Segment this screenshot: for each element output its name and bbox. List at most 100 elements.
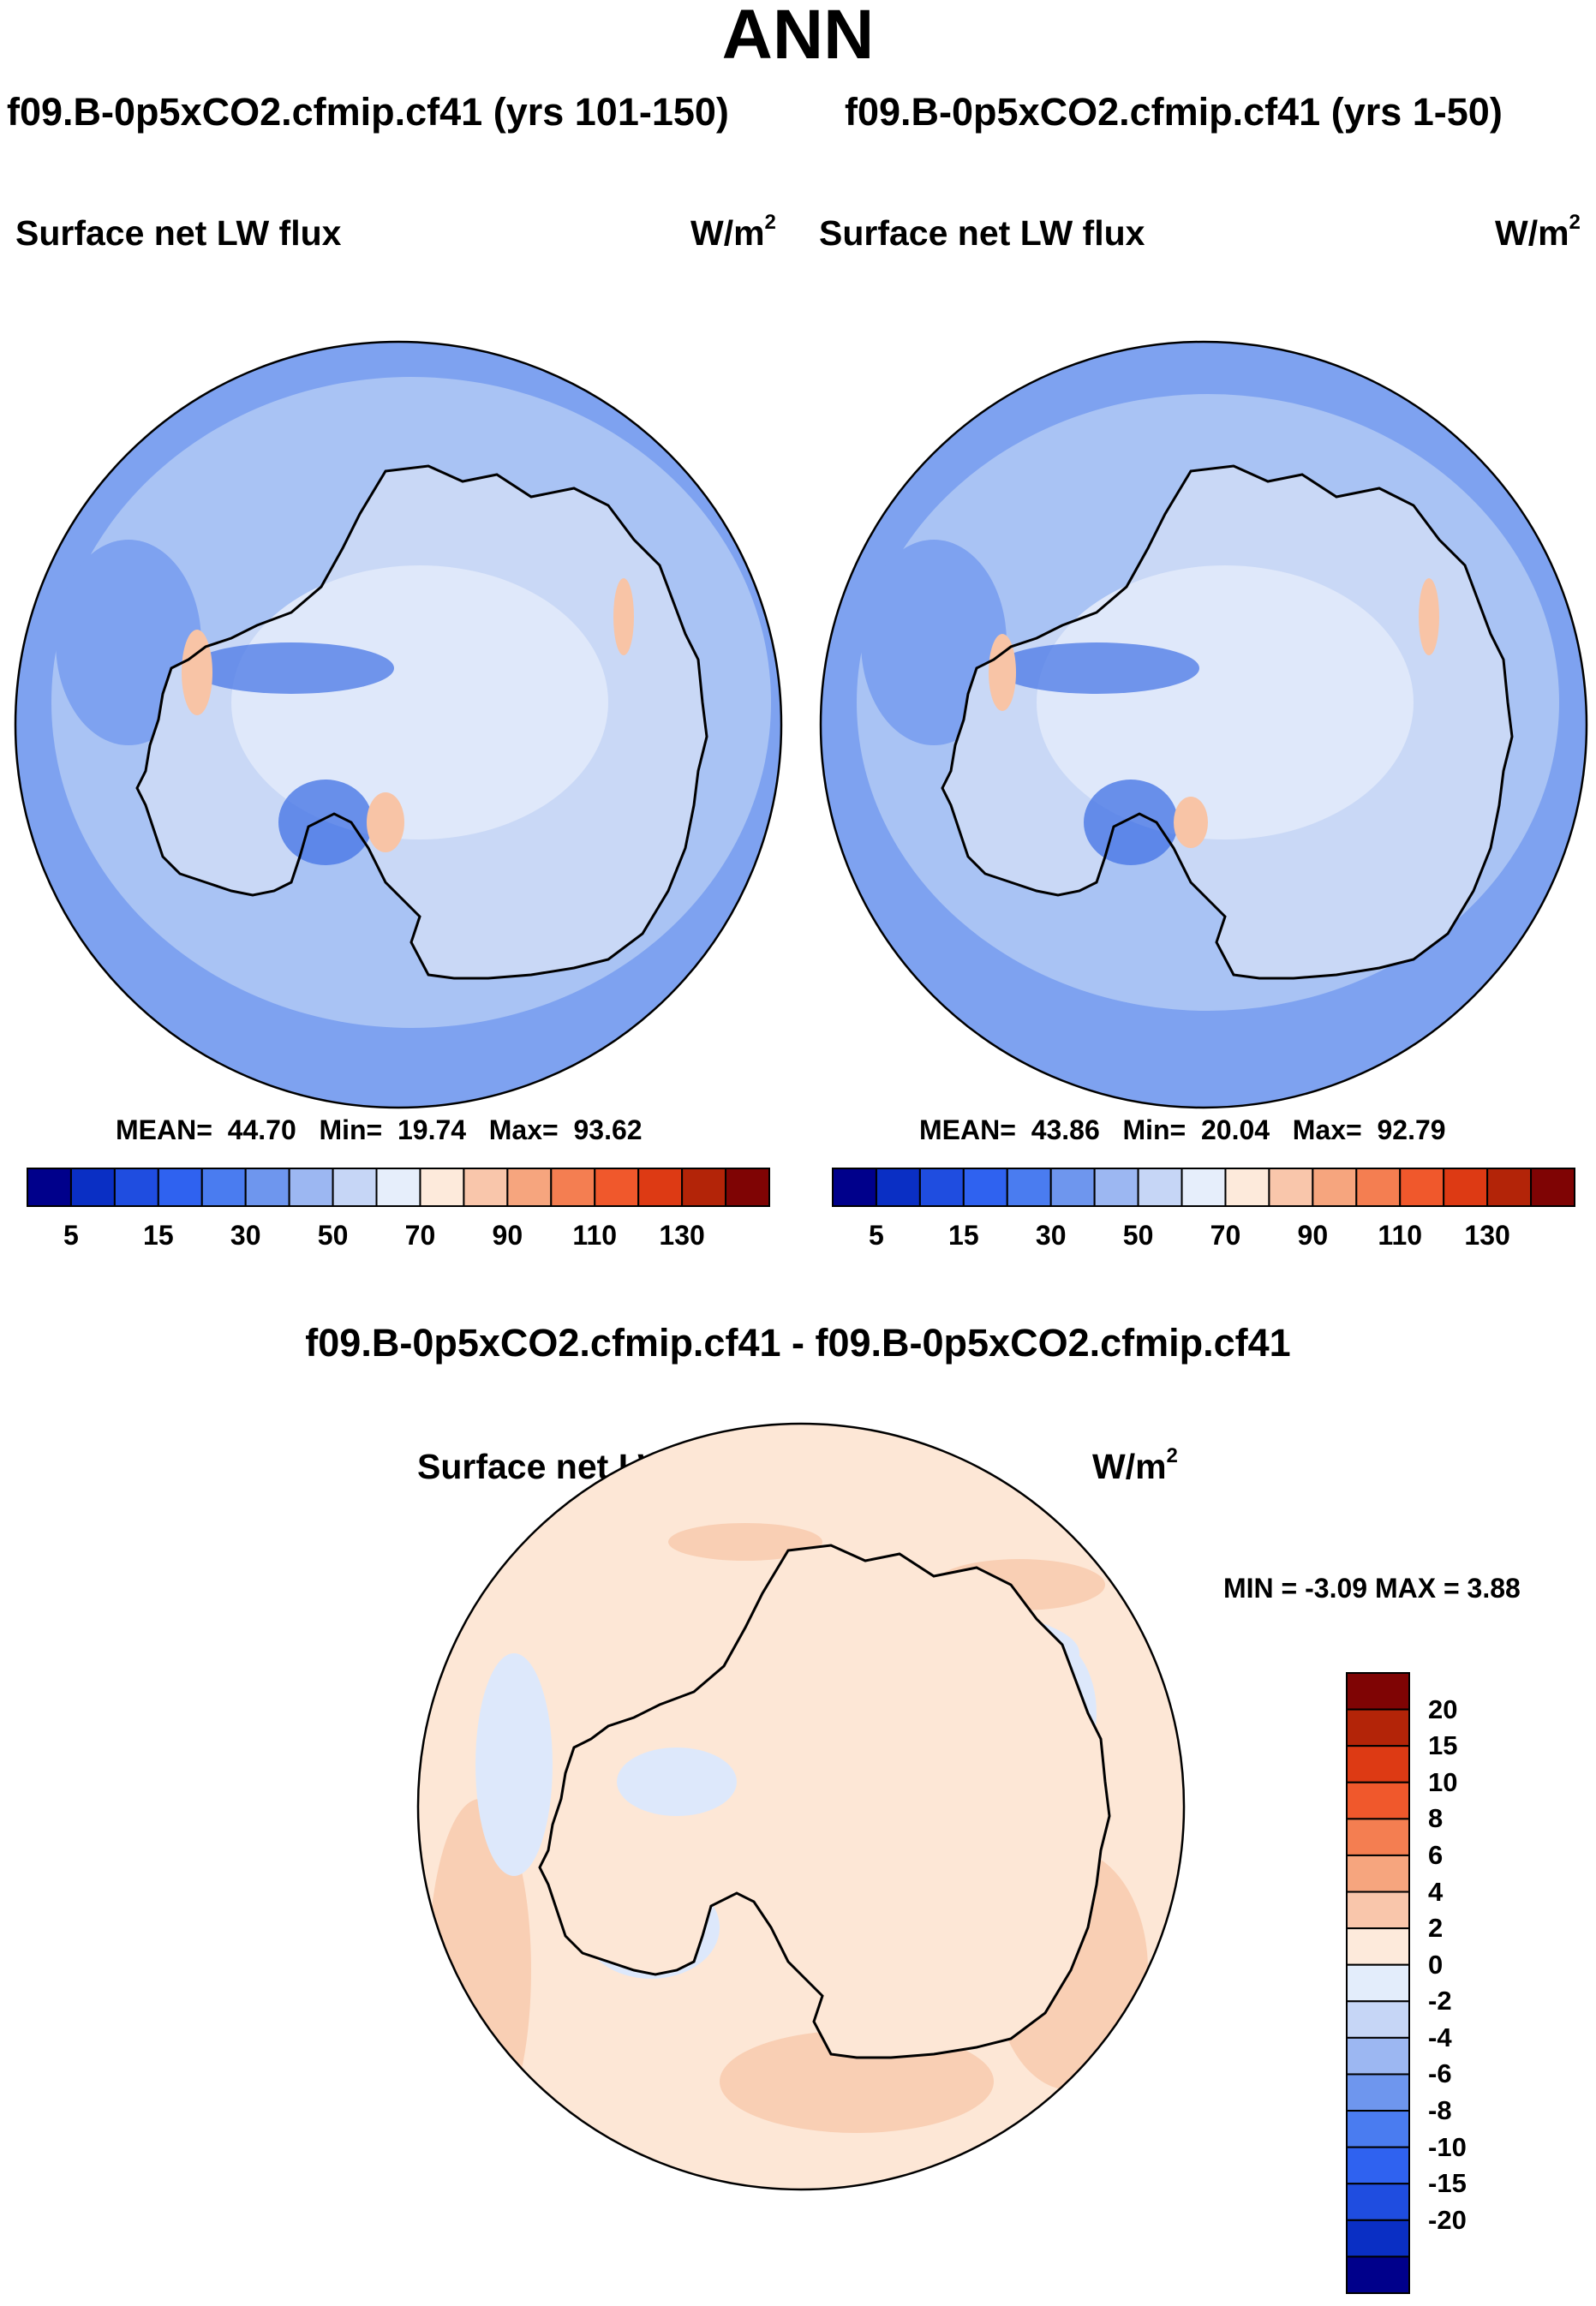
left-colorbar-box [725,1168,771,1207]
left-variable-label: Surface net LW flux [15,213,342,253]
difference-colorbar-tick-label: 6 [1428,1839,1444,1870]
difference-map-border [416,1422,1186,2191]
main-title: ANN [721,0,875,74]
left-colorbar-tick-label: 70 [404,1220,436,1251]
difference-map [416,1422,1186,2191]
left-map [14,340,783,1109]
difference-colorbar-box [1346,2110,1410,2148]
difference-colorbar-tick-label: 20 [1428,1694,1458,1724]
left-colorbar-tick-label: 110 [572,1220,618,1251]
right-colorbar-box [1137,1168,1183,1207]
left-colorbar-tick-label: 5 [63,1220,79,1251]
difference-colorbar-tick-label: -6 [1428,2058,1452,2089]
right-colorbar-box [1355,1168,1402,1207]
right-colorbar-box [1224,1168,1270,1207]
left-colorbar-box [375,1168,421,1207]
difference-colorbar-box [1346,2255,1410,2295]
left-colorbar-tick-label: 50 [317,1220,349,1251]
left-colorbar-box [200,1168,247,1207]
right-colorbar-tick-label: 15 [948,1220,979,1251]
difference-colorbar-tick-label: -20 [1428,2204,1467,2235]
right-units: W/m2 [1495,211,1581,253]
left-units: W/m2 [690,211,776,253]
left-colorbar-box [27,1168,72,1207]
difference-colorbar-box [1346,2073,1410,2112]
difference-colorbar-box [1346,2183,1410,2221]
difference-colorbar-tick-label: -4 [1428,2022,1452,2052]
right-colorbar-tick-label: 50 [1122,1220,1154,1251]
right-colorbar-box [962,1168,1008,1207]
right-colorbar-tick-label: 70 [1210,1220,1241,1251]
right-colorbar-box [1181,1168,1227,1207]
left-colorbar-tick-label: 130 [659,1220,705,1251]
right-colorbar-tick-label: 90 [1297,1220,1329,1251]
difference-colorbar-box [1346,1854,1410,1893]
difference-colorbar-tick-label: 10 [1428,1766,1458,1797]
right-colorbar-box [1399,1168,1445,1207]
right-colorbar-box [1268,1168,1314,1207]
difference-colorbar-box [1346,1963,1410,2003]
left-colorbar-box [594,1168,640,1207]
difference-colorbar-tick-label: 15 [1428,1730,1458,1761]
difference-units: W/m2 [1092,1444,1178,1486]
right-colorbar [832,1168,1576,1207]
right-colorbar-box [1093,1168,1139,1207]
left-colorbar-box [157,1168,203,1207]
right-case-title: f09.B-0p5xCO2.cfmip.cf41 (yrs 1-50) [845,90,1503,134]
difference-colorbar-tick-label: 0 [1428,1949,1444,1980]
left-colorbar-tick-label: 90 [492,1220,523,1251]
difference-colorbar-box [1346,1708,1410,1747]
right-colorbar-box [1443,1168,1489,1207]
left-colorbar-box [332,1168,378,1207]
difference-colorbar-tick-label: 8 [1428,1803,1444,1834]
left-colorbar-box [463,1168,509,1207]
right-variable-label: Surface net LW flux [819,213,1145,253]
right-colorbar-box [1049,1168,1096,1207]
right-colorbar-tick-label: 130 [1464,1220,1510,1251]
right-stats: MEAN= 43.86 Min= 20.04 Max= 92.79 [919,1114,1446,1145]
difference-colorbar-box [1346,1891,1410,1930]
right-colorbar-box [875,1168,921,1207]
difference-colorbar-box [1346,1781,1410,1820]
left-colorbar-box [681,1168,727,1207]
left-colorbar-tick-label: 15 [143,1220,174,1251]
left-colorbar-tick-label: 30 [230,1220,261,1251]
left-colorbar-box [419,1168,465,1207]
difference-colorbar-box [1346,2036,1410,2076]
difference-colorbar-box [1346,1672,1410,1711]
left-colorbar-box [550,1168,596,1207]
right-colorbar-box [1530,1168,1576,1207]
right-colorbar-box [832,1168,877,1207]
right-colorbar-box [918,1168,965,1207]
right-colorbar-box [1312,1168,1358,1207]
left-colorbar-box [637,1168,684,1207]
left-colorbar-box [113,1168,159,1207]
difference-colorbar-tick-label: -10 [1428,2131,1467,2162]
difference-colorbar-tick-label: -15 [1428,2168,1467,2199]
right-map [819,340,1588,1109]
left-colorbar-box [506,1168,553,1207]
difference-colorbar-box [1346,2219,1410,2258]
left-case-title: f09.B-0p5xCO2.cfmip.cf41 (yrs 101-150) [7,90,729,134]
left-map-border [14,340,783,1109]
difference-colorbar-tick-label: -2 [1428,1986,1452,2016]
right-colorbar-tick-label: 30 [1035,1220,1067,1251]
right-map-border [819,340,1588,1109]
right-colorbar-tick-label: 5 [869,1220,884,1251]
difference-colorbar-box [1346,2146,1410,2185]
difference-colorbar [1346,1672,1410,2295]
right-colorbar-box [1486,1168,1533,1207]
difference-colorbar-box [1346,2000,1410,2039]
difference-stats: MIN = -3.09 MAX = 3.88 [1223,1573,1521,1604]
difference-colorbar-box [1346,1745,1410,1783]
left-colorbar-box [244,1168,290,1207]
left-colorbar [27,1168,771,1207]
difference-colorbar-tick-label: -8 [1428,2095,1452,2126]
left-colorbar-box [288,1168,334,1207]
difference-title: f09.B-0p5xCO2.cfmip.cf41 - f09.B-0p5xCO2… [305,1321,1291,1365]
left-stats: MEAN= 44.70 Min= 19.74 Max= 93.62 [116,1114,643,1145]
difference-colorbar-box [1346,1818,1410,1856]
difference-colorbar-tick-label: 4 [1428,1876,1444,1907]
right-colorbar-tick-label: 110 [1378,1220,1423,1251]
